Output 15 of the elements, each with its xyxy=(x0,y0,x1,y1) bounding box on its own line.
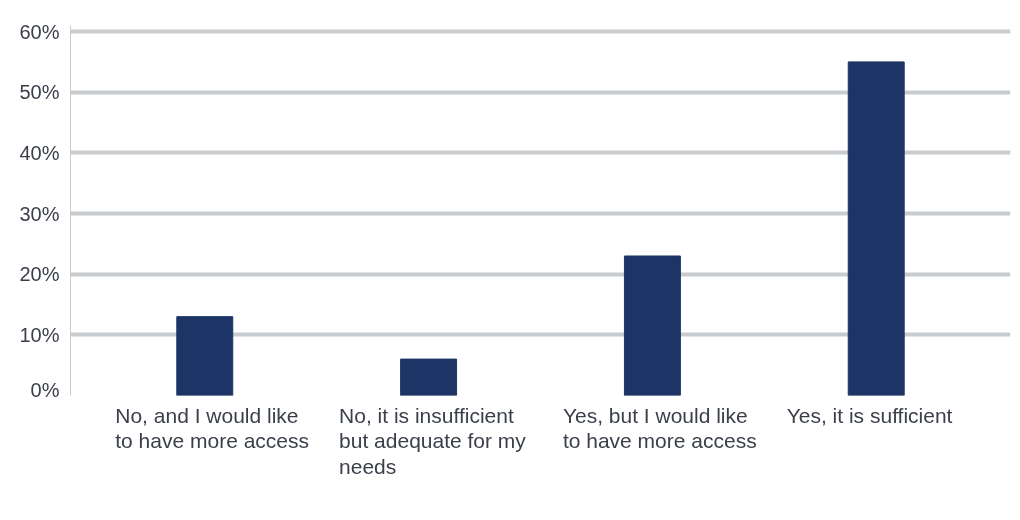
y-tick-label: 50% xyxy=(19,81,60,104)
bar xyxy=(176,316,234,396)
bar xyxy=(400,358,458,396)
y-tick-label: 60% xyxy=(19,20,60,43)
y-tick-label: 40% xyxy=(19,141,60,164)
bar xyxy=(847,61,905,396)
x-tick-label: No, it is insufficient but adequate for my needs xyxy=(339,403,527,478)
x-tick-label: Yes, but I would like to have more access xyxy=(562,403,757,453)
y-tick-label: 0% xyxy=(30,378,60,401)
x-tick-label: No, and I would like to have more access xyxy=(115,403,310,453)
bar xyxy=(623,255,681,396)
x-tick-label: Yes, it is sufficient xyxy=(786,403,953,427)
y-tick-label: 10% xyxy=(19,323,60,346)
y-tick-label: 20% xyxy=(19,263,60,286)
y-tick-label: 30% xyxy=(19,202,60,225)
